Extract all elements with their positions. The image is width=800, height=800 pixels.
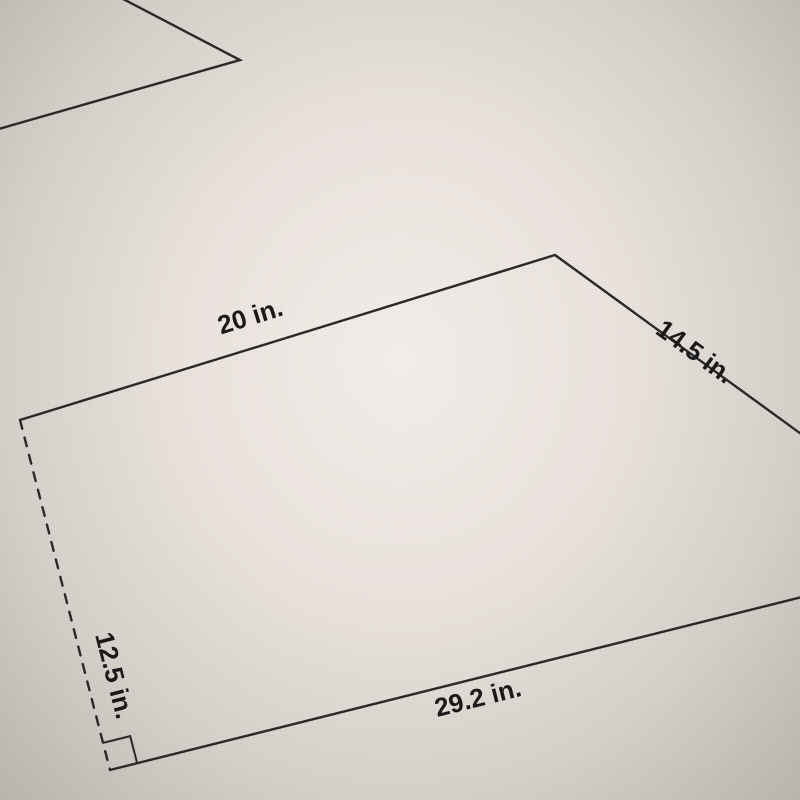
- label-top: 20 in.: [214, 292, 286, 340]
- label-height: 12.5 in.: [89, 629, 140, 722]
- label-right: 14.5 in.: [651, 313, 740, 389]
- label-bottom: 29.2 in.: [431, 672, 524, 722]
- trapezoid-diagram: 20 in. 14.5 in. 12.5 in. 29.2 in.: [0, 0, 800, 800]
